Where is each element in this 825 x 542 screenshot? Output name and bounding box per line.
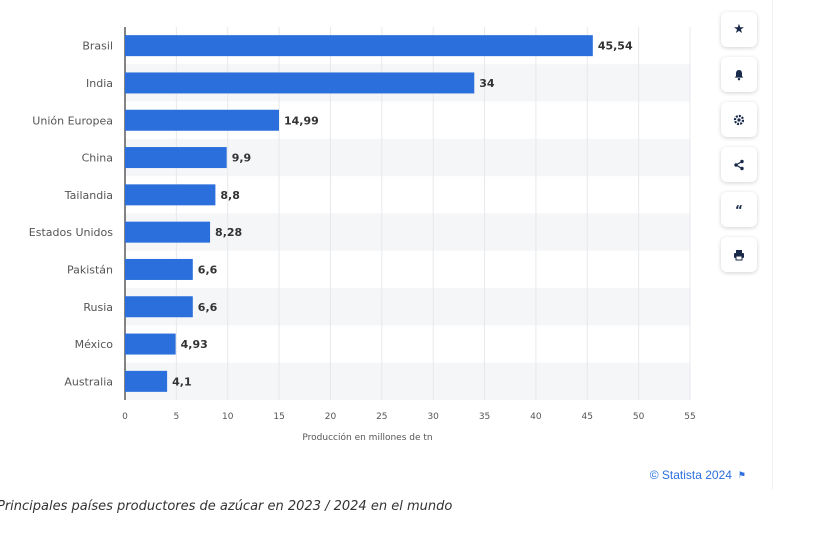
category-label: Brasil xyxy=(82,40,113,53)
x-tick-label: 5 xyxy=(173,412,179,422)
share-button[interactable] xyxy=(721,147,757,182)
gear-icon xyxy=(733,114,745,125)
bar[interactable] xyxy=(125,109,279,131)
x-tick-label: 40 xyxy=(530,412,542,422)
credit-text: © Statista 2024 xyxy=(649,468,732,482)
category-label: India xyxy=(86,77,113,90)
x-tick-label: 10 xyxy=(222,412,234,422)
value-label: 14,99 xyxy=(284,114,319,127)
category-label: Unión Europea xyxy=(32,114,113,127)
value-label: 6,6 xyxy=(198,301,218,314)
settings-button[interactable] xyxy=(721,102,757,137)
favorite-button[interactable]: ★ xyxy=(721,12,757,47)
statista-credit[interactable]: © Statista 2024 ⚑ xyxy=(650,468,746,482)
category-label: Australia xyxy=(64,375,113,388)
category-label: Pakistán xyxy=(67,263,113,276)
category-label: Estados Unidos xyxy=(29,226,113,239)
row-band xyxy=(125,362,690,400)
value-label: 4,1 xyxy=(172,375,192,388)
value-label: 8,28 xyxy=(215,226,242,239)
bar-chart: Brasil 45,54 India 34 Unión Europea 14,99 Chin… xyxy=(29,27,696,443)
print-icon xyxy=(734,249,744,260)
x-tick-label: 20 xyxy=(325,412,337,422)
bar[interactable] xyxy=(125,184,216,206)
quote-icon: “ xyxy=(735,202,743,217)
bar[interactable] xyxy=(125,35,593,57)
category-label: Tailandia xyxy=(64,189,113,202)
value-label: 8,8 xyxy=(220,189,240,202)
bar[interactable] xyxy=(125,221,211,243)
x-tick-label: 35 xyxy=(479,412,490,422)
cite-button[interactable]: “ xyxy=(721,192,757,227)
chart-panel: Brasil 45,54 India 34 Unión Europea 14,99 Chin… xyxy=(28,0,773,490)
x-tick-label: 30 xyxy=(427,412,439,422)
chart-toolbar: ★ “ xyxy=(721,12,757,282)
bar[interactable] xyxy=(125,370,168,392)
category-label: México xyxy=(75,338,114,351)
row-band xyxy=(125,213,690,251)
bell-icon xyxy=(734,69,744,80)
bar[interactable] xyxy=(125,296,193,318)
x-tick-label: 0 xyxy=(122,412,128,422)
value-label: 34 xyxy=(479,77,495,90)
star-icon: ★ xyxy=(733,22,745,37)
print-button[interactable] xyxy=(721,237,757,272)
category-label: China xyxy=(82,152,113,165)
notification-button[interactable] xyxy=(721,57,757,92)
bar[interactable] xyxy=(125,147,227,169)
x-tick-label: 15 xyxy=(273,412,284,422)
bar[interactable] xyxy=(125,72,475,94)
share-icon xyxy=(734,159,744,170)
figure-caption: Principales países productores de azúcar… xyxy=(0,499,453,514)
flag-icon: ⚑ xyxy=(737,469,746,480)
x-tick-label: 55 xyxy=(684,412,695,422)
category-label: Rusia xyxy=(83,301,113,314)
x-tick-label: 50 xyxy=(633,412,645,422)
value-label: 45,54 xyxy=(598,40,633,53)
value-label: 4,93 xyxy=(181,338,208,351)
value-label: 9,9 xyxy=(232,152,252,165)
x-tick-label: 25 xyxy=(376,412,387,422)
value-label: 6,6 xyxy=(198,263,218,276)
x-axis-title: Producción en millones de tn xyxy=(302,432,432,443)
bar[interactable] xyxy=(125,333,176,355)
row-band xyxy=(125,288,690,326)
bar[interactable] xyxy=(125,258,193,280)
x-tick-label: 45 xyxy=(582,412,593,422)
